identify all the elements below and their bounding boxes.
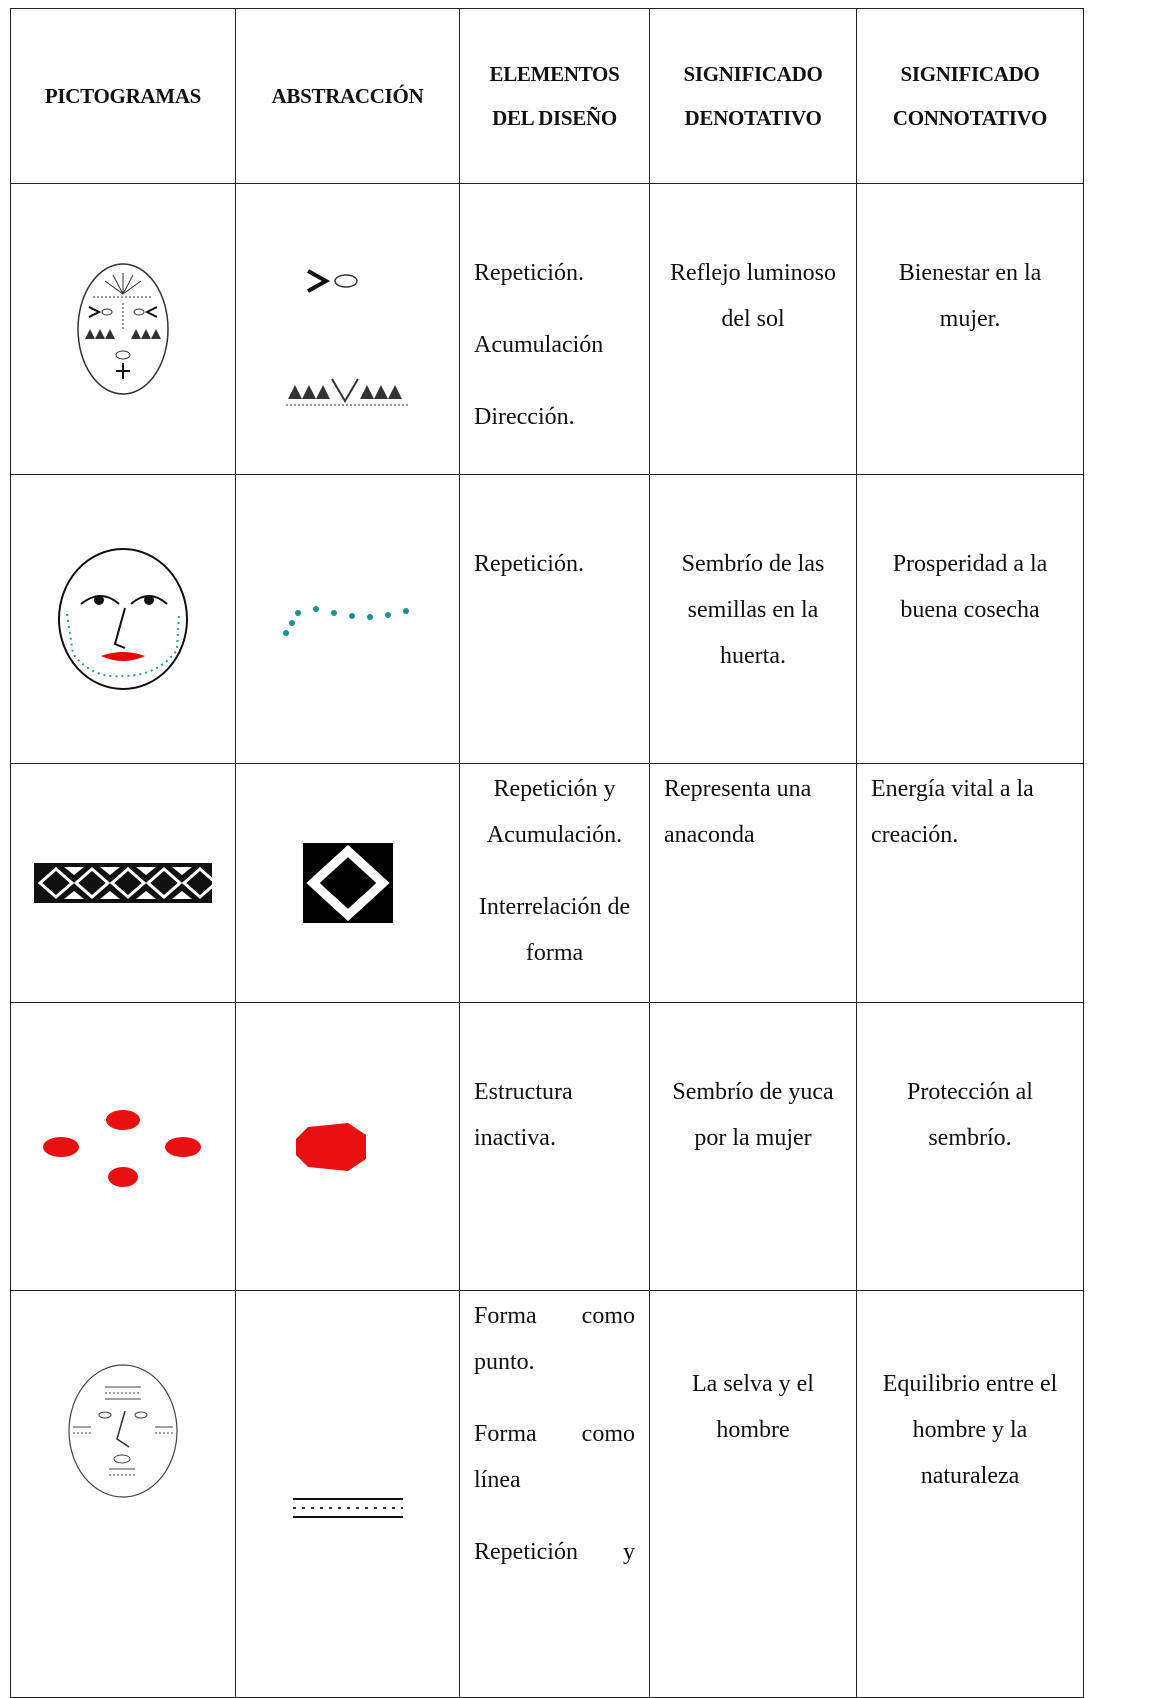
connotative-cell: Protección al sembrío.	[856, 1002, 1084, 1291]
abstraction-cell	[235, 183, 460, 475]
connotative-cell: Equilibrio entre el hombre y la naturale…	[856, 1290, 1084, 1698]
connotative-text: Prosperidad a la buena cosecha	[892, 551, 1048, 623]
denotative-text: Sembrío de las semillas en la huerta.	[681, 551, 825, 669]
element-text: Repetición.	[474, 551, 584, 577]
abstraction-cell	[235, 1290, 460, 1698]
connotative-text: Protección al sembrío.	[907, 1079, 1033, 1151]
row: Repetición. Sembrío de las semillas en l…	[10, 474, 1084, 764]
connotative-cell: Bienestar en la mujer.	[856, 183, 1084, 475]
face-pictogram	[58, 548, 188, 690]
denotative-cell: Representa una anaconda	[649, 763, 857, 1003]
header-cell: PICTOGRAMAS	[10, 8, 236, 184]
element-text: Forma como punto.	[474, 1303, 635, 1375]
row: Repetición. Acumulación Dirección. Refle…	[10, 183, 1084, 475]
face-pictogram	[68, 1364, 178, 1498]
header-row: PICTOGRAMAS ABSTRACCIÓN ELEMENTOS DEL DI…	[10, 8, 1084, 184]
pictogram-cell	[10, 474, 236, 764]
elements-cell: Repetición. Acumulación Dirección.	[459, 183, 650, 475]
dots-pictogram	[43, 1109, 201, 1187]
denotative-cell: Sembrío de las semillas en la huerta.	[649, 474, 857, 764]
header-cell: ELEMENTOS DEL DISEÑO	[459, 8, 650, 184]
pictogram-cell	[10, 183, 236, 475]
header-cell: SIGNIFICADO CONNOTATIVO	[856, 8, 1084, 184]
element-text: Interrelación de forma	[478, 894, 631, 966]
band-pictogram	[34, 863, 212, 903]
connotative-cell: Prosperidad a la buena cosecha	[856, 474, 1084, 764]
denotative-cell: Sembrío de yuca por la mujer	[649, 1002, 857, 1291]
element-text: Repetición y Acumulación.	[486, 776, 623, 848]
elements-cell: Repetición.	[459, 474, 650, 764]
header-cell: SIGNIFICADO DENOTATIVO	[649, 8, 857, 184]
row: Forma como punto. Forma como línea Repet…	[10, 1290, 1084, 1698]
elements-cell: Estructura inactiva.	[459, 1002, 650, 1291]
connotative-text: Bienestar en la mujer.	[898, 260, 1042, 332]
denotative-text: Sembrío de yuca por la mujer	[672, 1079, 834, 1151]
elements-cell: Forma como punto. Forma como línea Repet…	[459, 1290, 650, 1698]
pictogram-cell	[10, 1002, 236, 1291]
abstraction-drawing	[295, 1122, 366, 1171]
element-text: Repetición y	[474, 1539, 635, 1565]
pictogram-table: PICTOGRAMAS ABSTRACCIÓN ELEMENTOS DEL DI…	[10, 8, 1084, 1698]
element-text: Repetición.	[474, 260, 584, 286]
elements-cell: Repetición y Acumulación. Interrelación …	[459, 763, 650, 1003]
denotative-text: Reflejo luminoso del sol	[670, 260, 836, 332]
row: Repetición y Acumulación. Interrelación …	[10, 763, 1084, 1003]
face-pictogram	[77, 263, 169, 395]
denotative-cell: Reflejo luminoso del sol	[649, 183, 857, 475]
abstraction-drawing	[285, 269, 408, 406]
row: Estructura inactiva. Sembrío de yuca por…	[10, 1002, 1084, 1291]
connotative-text: Energía vital a la creación.	[871, 776, 1034, 848]
pictogram-cell	[10, 1290, 236, 1698]
element-text: Forma como línea	[474, 1421, 635, 1493]
abstraction-cell	[235, 1002, 460, 1291]
abstraction-drawing	[302, 843, 393, 923]
pictogram-cell	[10, 763, 236, 1003]
abstraction-cell	[235, 474, 460, 764]
denotative-cell: La selva y el hombre	[649, 1290, 857, 1698]
connotative-cell: Energía vital a la creación.	[856, 763, 1084, 1003]
element-text: Dirección.	[474, 404, 575, 430]
connotative-text: Equilibrio entre el hombre y la naturale…	[882, 1371, 1058, 1489]
abstraction-drawing	[292, 1498, 403, 1518]
abstraction-cell	[235, 763, 460, 1003]
denotative-text: Representa una anaconda	[664, 776, 812, 848]
header-cell: ABSTRACCIÓN	[235, 8, 460, 184]
element-text: Estructura inactiva.	[474, 1079, 573, 1151]
abstraction-drawing	[282, 606, 409, 636]
element-text: Acumulación	[474, 332, 604, 358]
denotative-text: La selva y el hombre	[692, 1371, 814, 1443]
